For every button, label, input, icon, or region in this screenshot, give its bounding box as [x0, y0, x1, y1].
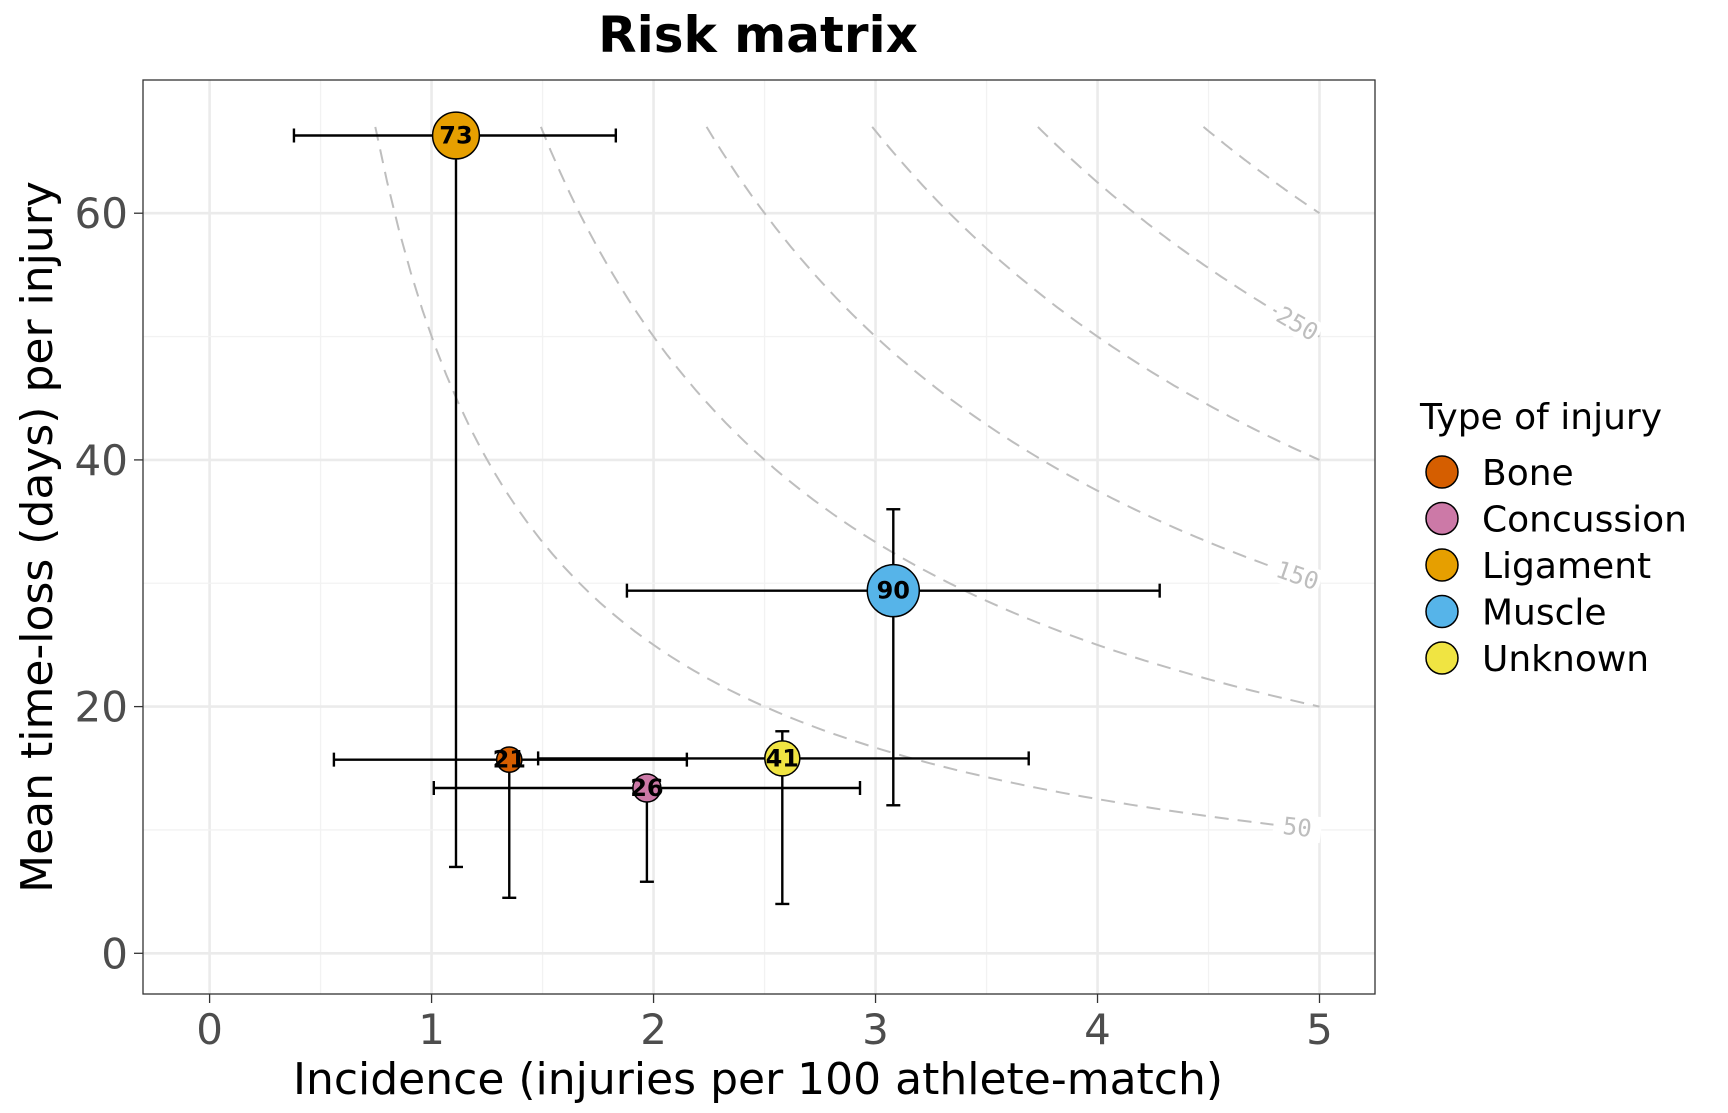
contour-line-200	[871, 126, 1320, 461]
contour-label: 50	[1281, 812, 1313, 843]
x-tick-label: 0	[196, 1005, 223, 1054]
chart-title: Risk matrix	[598, 6, 918, 64]
x-axis-title: Incidence (injuries per 100 athlete-matc…	[293, 1054, 1223, 1105]
contour-line-100	[539, 126, 1320, 708]
legend-label-bone: Bone	[1482, 453, 1574, 494]
y-tick-label: 0	[101, 929, 128, 978]
point-label-bone: 21	[493, 746, 526, 774]
legend-label-concussion: Concussion	[1482, 500, 1687, 541]
contour-label: 150	[1272, 555, 1322, 596]
y-tick-label: 40	[75, 436, 128, 485]
legend: Type of injury Bone Concussion Ligament Mus…	[1419, 397, 1687, 680]
point-ligament	[431, 111, 481, 160]
legend-key-unknown	[1425, 641, 1459, 675]
legend-key-ligament	[1425, 548, 1459, 582]
legend-key-bone	[1425, 455, 1459, 489]
point-label-ligament: 73	[439, 122, 472, 150]
plot-panel-border	[142, 79, 1376, 995]
grid	[143, 80, 1375, 994]
legend-label-ligament: Ligament	[1482, 546, 1651, 587]
y-tick-label: 60	[75, 189, 128, 238]
contour-label-bg	[1271, 811, 1323, 844]
contour-line-250	[1037, 126, 1320, 338]
point-bone	[495, 746, 523, 773]
x-tick-label: 1	[418, 1005, 445, 1054]
x-tick-label: 5	[1306, 1005, 1333, 1054]
legend-key-concussion	[1425, 501, 1459, 536]
contour-label-bg	[1270, 300, 1325, 348]
point-label-unknown: 41	[766, 744, 799, 772]
x-tick-label: 4	[1084, 1005, 1111, 1054]
error-bars	[292, 128, 1161, 906]
point-muscle	[866, 563, 921, 618]
legend-label-unknown: Unknown	[1482, 639, 1649, 680]
contour-label-bg	[1270, 555, 1325, 596]
y-tick-label: 20	[75, 683, 128, 732]
y-axis-title: Mean time-loss (days) per injury	[12, 181, 63, 893]
contour-line-50	[374, 126, 1320, 831]
x-tick-label: 3	[862, 1005, 889, 1054]
legend-title: Type of injury	[1419, 397, 1662, 438]
x-tick-label: 2	[640, 1005, 667, 1054]
contour-line-300	[1202, 126, 1321, 215]
data-points: 73 90 41 26 21	[431, 111, 921, 803]
contour-line-150	[705, 126, 1320, 585]
point-label-muscle: 90	[877, 577, 910, 605]
legend-key-muscle	[1425, 594, 1459, 629]
point-label-concussion: 26	[630, 774, 663, 802]
point-unknown	[764, 740, 801, 777]
legend-label-muscle: Muscle	[1482, 593, 1607, 634]
point-concussion	[632, 773, 662, 803]
